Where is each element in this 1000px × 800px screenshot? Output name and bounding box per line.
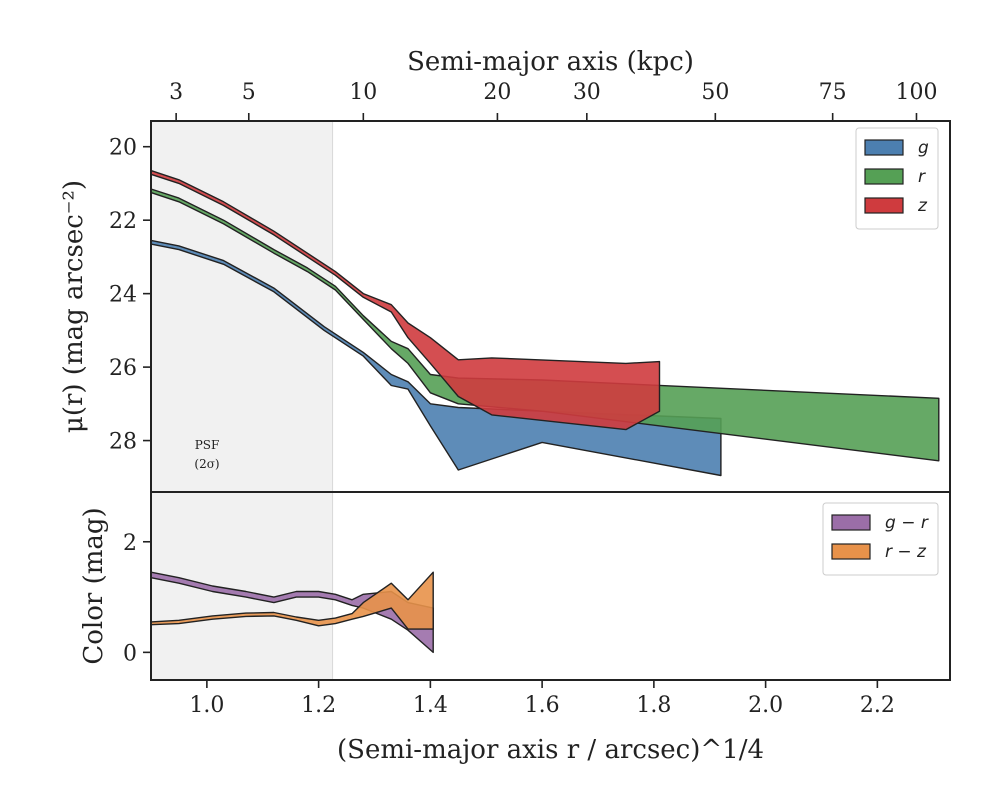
x-tick-label: 1.4	[413, 693, 448, 718]
legend-label-g: g	[918, 138, 929, 158]
x-tick-label: 1.6	[525, 693, 560, 718]
legend-label-r: r	[918, 167, 926, 187]
y-tick-label: 0	[123, 641, 137, 666]
legend-swatch-g	[864, 139, 904, 156]
bottom-y-axis-title: Color (mag)	[79, 507, 109, 664]
x-tick-label: 1.8	[636, 693, 671, 718]
x-tick-label: 1.2	[301, 693, 336, 718]
y-tick-label: 28	[109, 430, 137, 455]
top-axis-title: Semi-major axis (kpc)	[407, 47, 694, 77]
legend-swatch-g-r	[831, 514, 871, 531]
top-tick-label: 20	[483, 80, 511, 105]
legend-swatch-r-z	[831, 543, 871, 560]
y-tick-label: 26	[109, 356, 137, 381]
bottom-x-axis-title: (Semi-major axis r / arcsec)^1/4	[337, 735, 764, 765]
bottom-panel-bands	[150, 571, 434, 654]
legend-label-r-z: r − z	[885, 542, 927, 562]
x-tick-label: 2.2	[860, 693, 895, 718]
psf-label: PSF	[195, 438, 220, 452]
x-tick-label: 1.0	[189, 693, 224, 718]
y-tick-label: 20	[109, 136, 137, 161]
psf-region-bottom	[151, 492, 333, 680]
band-z	[150, 169, 661, 431]
legend-label-z: z	[917, 196, 928, 216]
top-tick-label: 10	[349, 80, 377, 105]
legend-swatch-r	[864, 168, 904, 185]
bottom-panel-frame	[150, 491, 951, 681]
legend-swatch-z	[864, 197, 904, 214]
top-y-axis-title: μ(r) (mag arcsec⁻²)	[59, 180, 89, 433]
top-legend: grz	[855, 127, 939, 230]
y-tick-label: 2	[123, 531, 137, 556]
psf-region-top	[151, 121, 333, 492]
band-g-r	[150, 571, 434, 654]
band-r-z	[150, 571, 434, 630]
psf-sigma-label: (2σ)	[194, 457, 219, 471]
top-tick-label: 3	[169, 80, 183, 105]
y-tick-label: 24	[109, 283, 137, 308]
top-tick-label: 30	[573, 80, 601, 105]
bottom-legend: g − r r − z	[822, 502, 939, 576]
legend-label-g-r: g − r	[885, 513, 929, 533]
top-tick-label: 75	[819, 80, 847, 105]
top-tick-label: 100	[895, 80, 937, 105]
x-tick-label: 2.0	[748, 693, 783, 718]
y-tick-label: 22	[109, 209, 137, 234]
top-tick-label: 5	[242, 80, 256, 105]
band-r	[150, 188, 940, 462]
top-panel-bands	[150, 169, 940, 477]
axis-ticks: 20 22 24 26 28 3 5 10 20 30 50 75 100 0 2 1.0 1.2 1.4 1.6 1…	[109, 80, 937, 718]
top-tick-label: 50	[701, 80, 729, 105]
